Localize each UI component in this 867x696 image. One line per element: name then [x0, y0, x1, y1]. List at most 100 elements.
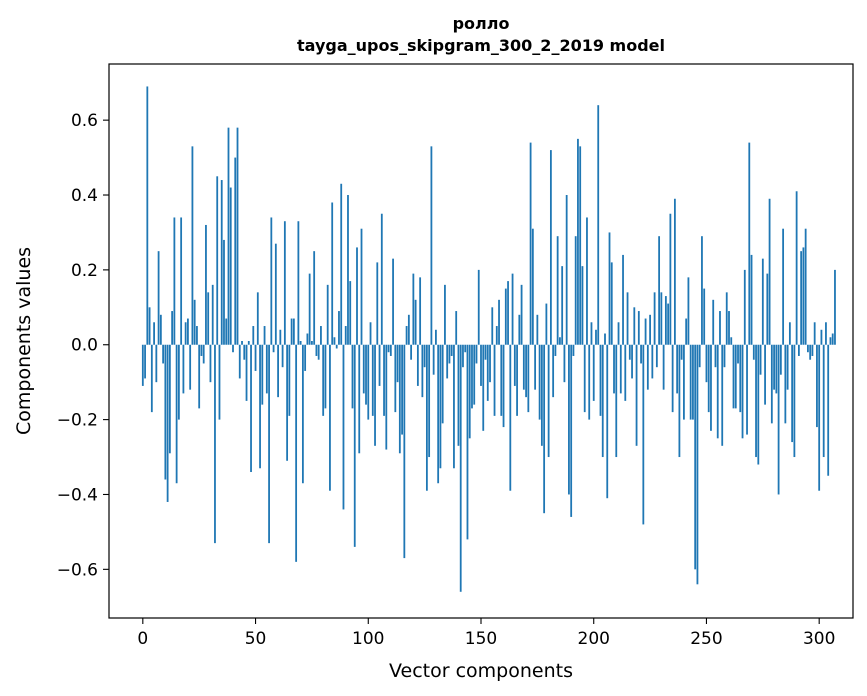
bar-component-40: [232, 344, 234, 353]
bar-component-297: [811, 344, 814, 356]
bar-component-15: [175, 344, 178, 484]
bar-component-133: [441, 344, 444, 424]
bar-component-304: [827, 344, 830, 476]
bar-component-24: [196, 326, 198, 345]
bar-component-97: [360, 228, 363, 345]
bar-component-185: [559, 337, 561, 345]
bar-component-220: [637, 311, 640, 345]
bar-component-305: [829, 337, 832, 345]
bar-component-3: [148, 307, 151, 345]
bar-component-214: [624, 344, 627, 401]
bar-component-7: [157, 251, 160, 345]
bar-component-39: [229, 187, 232, 345]
bar-component-31: [211, 284, 214, 345]
bar-component-28: [205, 224, 207, 345]
bar-component-59: [274, 243, 277, 345]
bar-component-32: [214, 344, 216, 544]
bar-component-290: [795, 191, 798, 345]
bar-component-105: [378, 344, 381, 386]
bar-component-153: [486, 344, 489, 401]
bar-component-273: [757, 344, 760, 465]
bar-component-193: [577, 138, 579, 345]
bar-component-195: [581, 266, 584, 345]
bar-component-119: [410, 344, 413, 360]
bar-component-125: [423, 344, 426, 368]
bar-component-117: [405, 326, 408, 345]
bar-component-67: [292, 318, 295, 345]
bar-component-86: [335, 344, 338, 349]
bar-component-63: [283, 221, 286, 345]
bar-component-70: [299, 341, 302, 345]
bar-component-222: [642, 344, 645, 525]
bar-component-98: [362, 344, 365, 394]
bar-component-138: [453, 344, 455, 469]
bar-component-56: [268, 344, 270, 544]
bar-component-237: [676, 344, 679, 394]
bar-component-163: [509, 344, 512, 491]
bar-component-46: [245, 344, 248, 401]
bar-component-99: [365, 344, 367, 405]
bar-component-277: [766, 273, 769, 345]
bar-component-132: [439, 344, 442, 469]
bar-component-189: [568, 344, 570, 495]
bar-component-61: [279, 329, 282, 345]
bar-component-191: [572, 344, 575, 356]
bar-component-295: [807, 344, 809, 353]
bar-component-209: [613, 344, 615, 394]
bar-component-241: [685, 318, 688, 345]
bar-component-291: [797, 344, 800, 356]
bar-component-218: [633, 307, 636, 345]
y-axis-ticks: −0.6 −0.4 −0.2 0.0 0.2 0.4 0.6: [57, 111, 109, 580]
bar-component-283: [779, 344, 782, 375]
chart-title-model: tayga_upos_skipgram_300_2_2019 model: [297, 36, 665, 55]
bar-component-139: [455, 311, 458, 345]
bar-component-174: [534, 344, 537, 390]
bar-component-115: [401, 344, 403, 435]
bar-component-85: [333, 337, 336, 345]
bar-component-227: [653, 292, 656, 345]
x-tick-label: 100: [352, 629, 384, 649]
bar-component-239: [680, 344, 683, 360]
bar-series: [141, 86, 836, 592]
bar-component-100: [367, 344, 370, 420]
bar-component-203: [599, 344, 602, 416]
bar-component-238: [678, 344, 681, 458]
bar-component-167: [518, 314, 521, 345]
bar-component-1: [144, 344, 146, 379]
bar-component-267: [743, 269, 746, 345]
bar-component-159: [500, 344, 503, 416]
bar-component-123: [419, 277, 422, 345]
bar-component-243: [689, 344, 692, 420]
bar-component-177: [540, 344, 543, 446]
bar-component-158: [498, 299, 500, 345]
bar-component-101: [369, 322, 372, 345]
bar-component-249: [703, 288, 706, 345]
bar-component-165: [513, 344, 516, 386]
bar-component-270: [750, 254, 753, 345]
bar-component-140: [457, 344, 460, 446]
bar-component-236: [673, 198, 676, 345]
bar-component-148: [475, 344, 478, 364]
bar-component-157: [495, 326, 498, 345]
bar-component-272: [755, 344, 757, 458]
bar-component-205: [604, 333, 606, 345]
bar-component-230: [660, 292, 663, 345]
bar-component-256: [719, 311, 721, 345]
bar-component-106: [380, 213, 383, 345]
bar-component-258: [723, 344, 726, 368]
bar-component-169: [522, 344, 525, 390]
bar-component-21: [189, 344, 192, 390]
bar-component-14: [173, 217, 176, 345]
bar-component-302: [822, 344, 825, 458]
bar-component-71: [301, 344, 304, 484]
bar-component-248: [701, 236, 703, 345]
bar-component-60: [277, 344, 279, 398]
bar-component-103: [374, 344, 376, 446]
bar-component-166: [516, 344, 518, 416]
bar-component-211: [617, 322, 620, 345]
bar-component-38: [227, 127, 230, 345]
bar-component-296: [809, 344, 812, 360]
bar-component-81: [324, 344, 327, 409]
bar-component-134: [444, 284, 446, 345]
bar-component-266: [741, 344, 744, 439]
